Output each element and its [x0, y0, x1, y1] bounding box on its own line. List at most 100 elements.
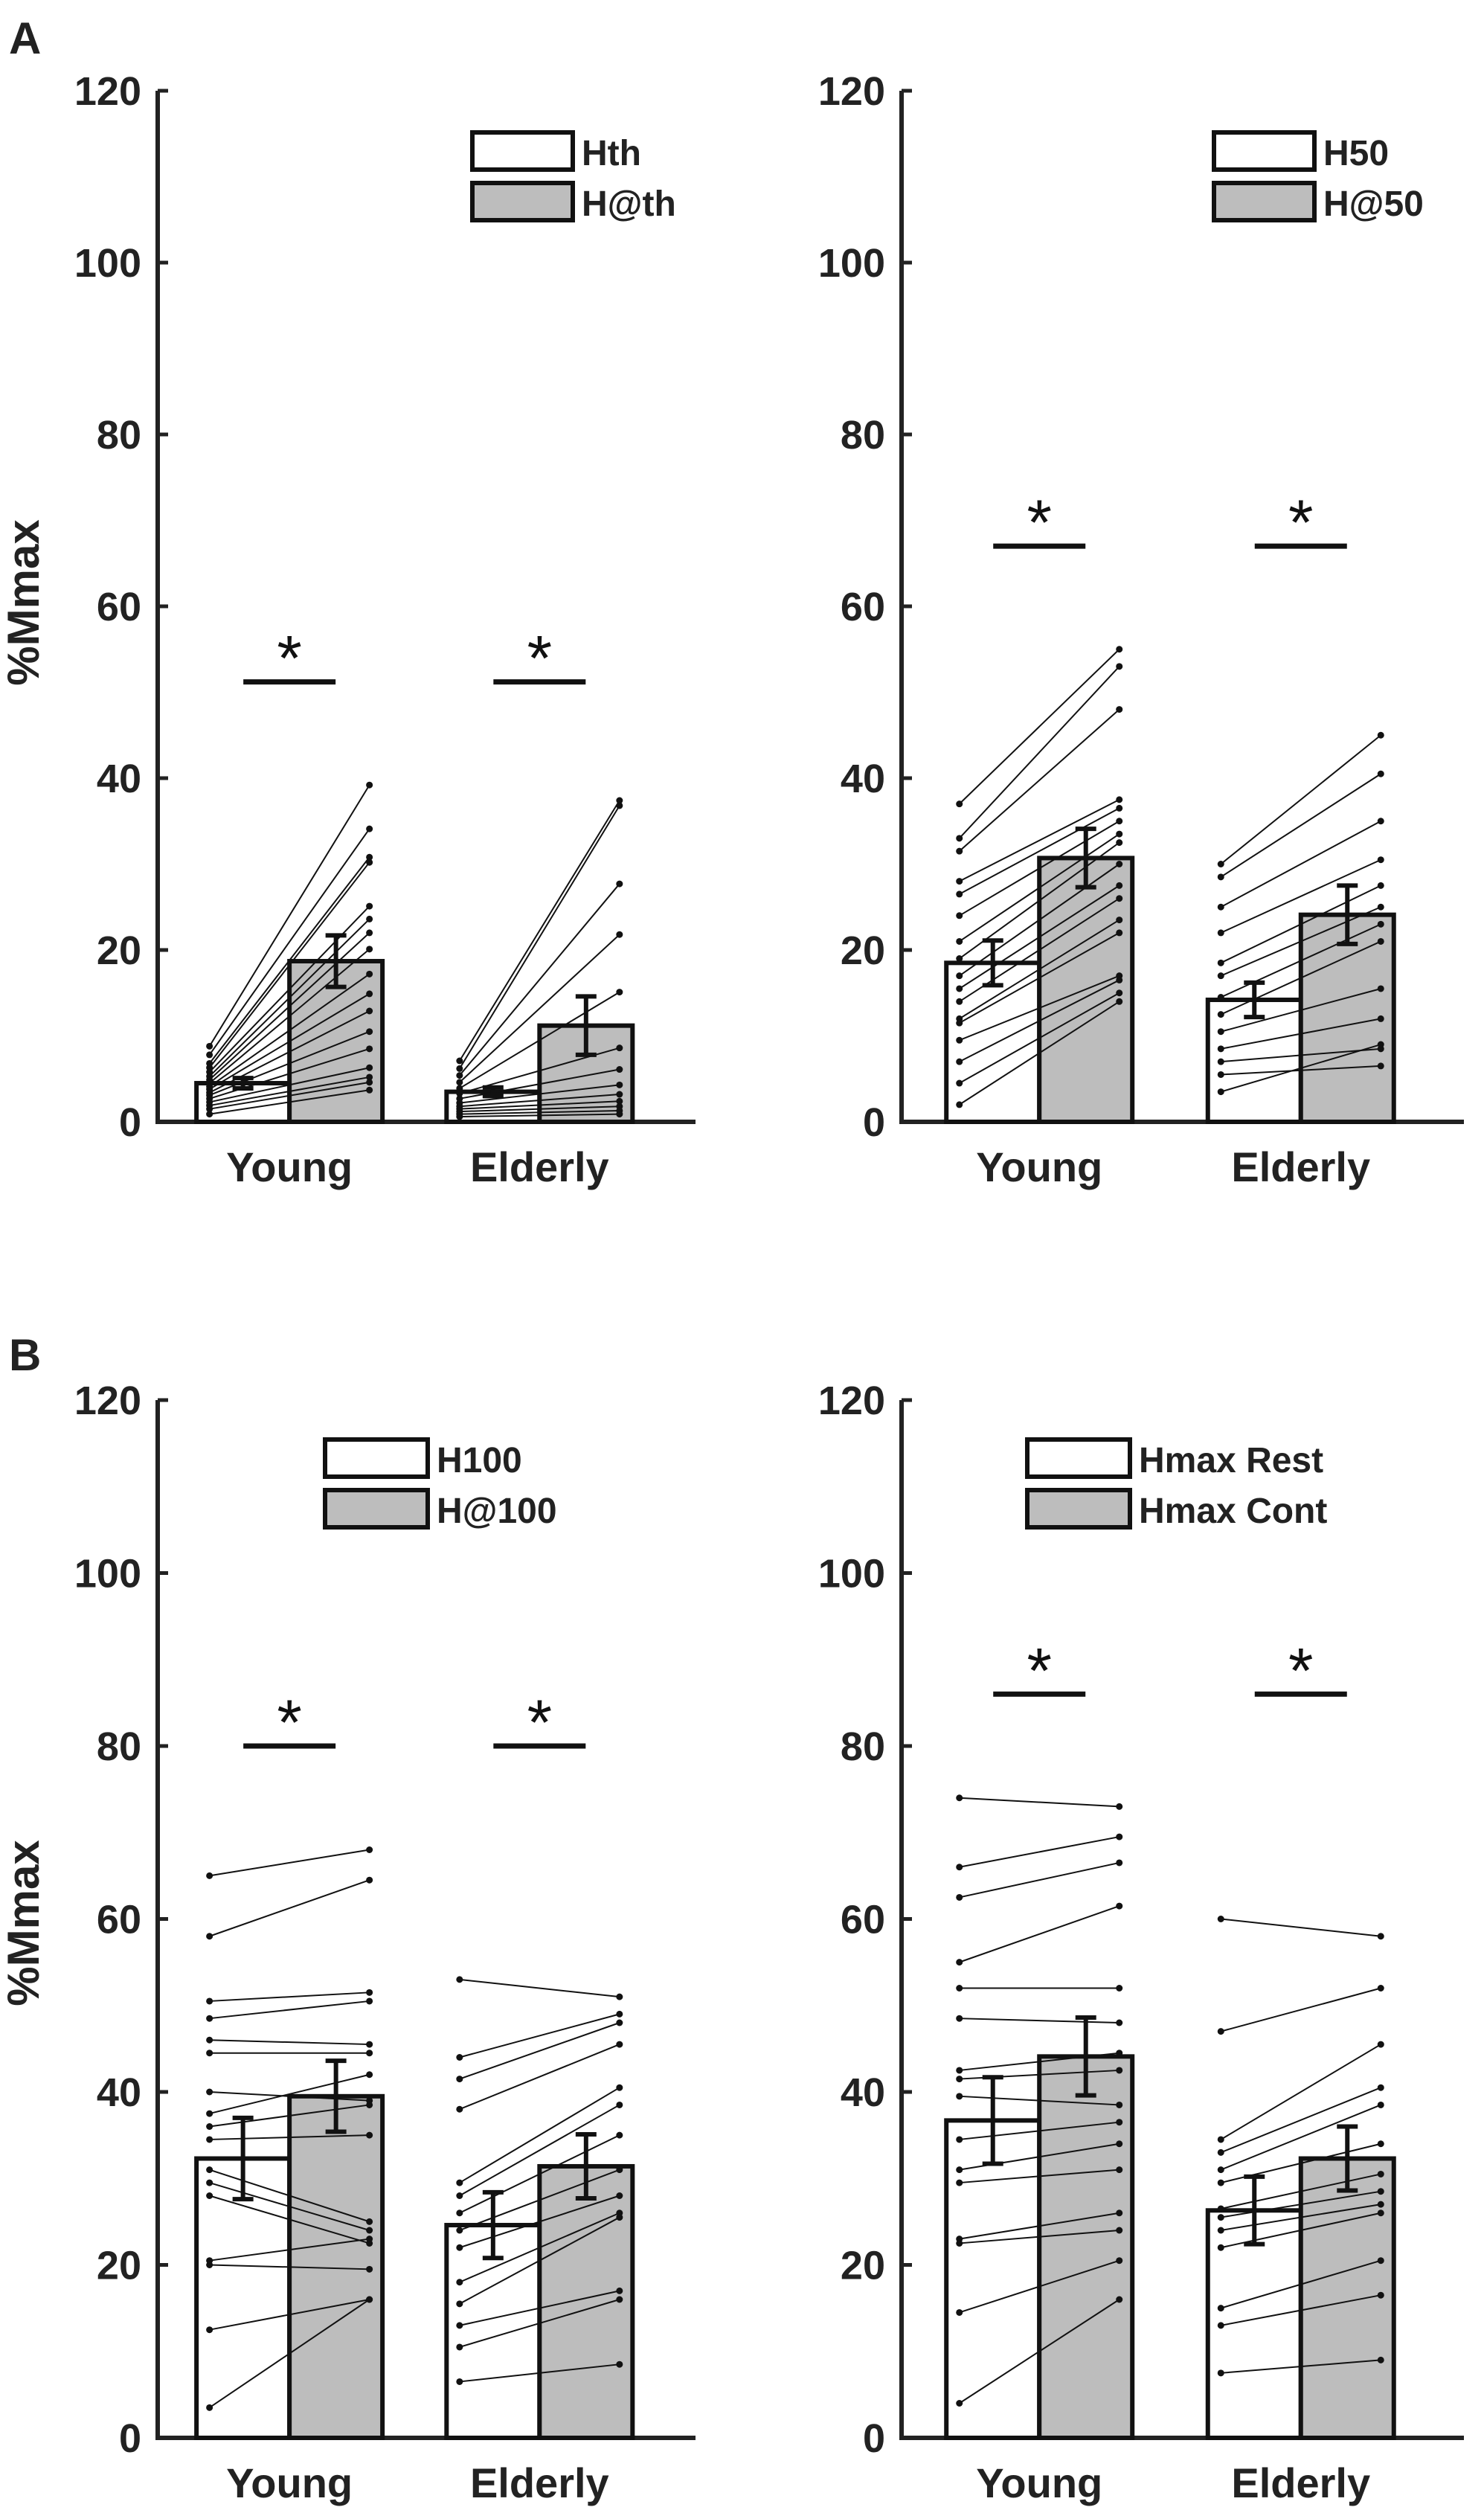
subject-point — [956, 998, 963, 1005]
subject-point — [616, 880, 623, 888]
subject-line — [1220, 1044, 1381, 1093]
subject-point — [1377, 856, 1384, 864]
subject-line — [959, 2052, 1120, 2071]
subject-point — [1377, 731, 1384, 739]
subject-point — [956, 937, 963, 945]
subject-line — [459, 2363, 620, 2383]
subject-line — [958, 666, 1120, 839]
subject-line — [959, 2095, 1120, 2106]
legend-swatch — [470, 181, 575, 222]
legend-swatch — [1025, 1437, 1132, 1479]
subject-line — [959, 1797, 1120, 1808]
legend-label: H@th — [582, 184, 676, 224]
subject-point — [206, 2262, 213, 2268]
subject-line — [459, 2169, 620, 2231]
subject-point — [1377, 2188, 1384, 2195]
subject-point — [1217, 2214, 1224, 2221]
subject-point — [616, 1111, 623, 1118]
subject-line — [959, 932, 1120, 1024]
subject-point — [366, 1086, 373, 1094]
subject-line — [209, 2073, 370, 2115]
subject-line — [959, 1905, 1120, 1963]
subject-point — [616, 2019, 623, 2026]
subject-line — [209, 2299, 370, 2331]
subject-point — [1217, 873, 1224, 881]
y-tick-label: 20 — [97, 2244, 141, 2288]
subject-point — [956, 1101, 963, 1108]
subject-line — [208, 949, 370, 1084]
subject-line — [1220, 923, 1381, 998]
subject-line — [959, 820, 1120, 917]
subject-point — [1116, 2257, 1123, 2265]
subject-point — [366, 1876, 373, 1884]
subject-line — [959, 2212, 1120, 2240]
subject-point — [1116, 2140, 1123, 2148]
y-tick-label: 100 — [818, 241, 885, 286]
subject-point — [206, 1051, 213, 1059]
subject-line — [459, 2087, 620, 2183]
subject-point — [1116, 2119, 1123, 2126]
subject-point — [1377, 2101, 1384, 2108]
x-tick-label: Young — [976, 2459, 1102, 2506]
subject-point — [1377, 1933, 1384, 1940]
subject-point — [1217, 972, 1224, 980]
subject-point — [456, 2378, 463, 2385]
y-tick-label: 100 — [74, 241, 141, 286]
subject-line — [959, 2018, 1120, 2023]
y-tick-label: 80 — [97, 413, 141, 458]
subject-point — [456, 1085, 463, 1092]
subject-point — [1217, 1045, 1224, 1053]
significance-asterisk: * — [1027, 1635, 1051, 1707]
subject-point — [1116, 989, 1123, 997]
subject-point — [366, 1028, 373, 1036]
subject-point — [1377, 1062, 1384, 1070]
subject-point — [456, 2322, 463, 2329]
subject-line — [959, 1861, 1120, 1899]
subject-line — [209, 1849, 370, 1877]
x-tick-label: Elderly — [470, 2459, 609, 2506]
subject-point — [1377, 2170, 1384, 2177]
subject-point — [456, 1072, 463, 1079]
subject-line — [459, 1105, 620, 1113]
y-tick-label: 80 — [841, 413, 885, 458]
subject-line — [959, 807, 1120, 895]
subject-point — [956, 1959, 963, 1966]
subject-point — [616, 931, 623, 938]
legend-label: Hmax Cont — [1139, 1492, 1327, 1531]
subject-line — [209, 1030, 370, 1097]
y-tick-label: 100 — [818, 1552, 885, 1596]
subject-point — [1377, 920, 1384, 928]
subject-point — [456, 1065, 463, 1072]
x-tick-label: Young — [226, 2459, 353, 2506]
subject-point — [1116, 1985, 1123, 1992]
subject-point — [956, 1794, 963, 1802]
subject-line — [1220, 820, 1381, 908]
subject-point — [366, 1064, 373, 1071]
subject-point — [1377, 937, 1384, 945]
subject-point — [366, 2131, 373, 2139]
significance-asterisk: * — [277, 1687, 301, 1759]
subject-point — [1217, 1071, 1224, 1078]
subject-point — [366, 970, 373, 978]
subject-point — [1217, 2369, 1224, 2377]
subject-point — [1116, 2209, 1123, 2217]
subject-point — [616, 1993, 623, 2000]
subject-line — [459, 2299, 620, 2348]
y-tick-label: 80 — [841, 1724, 885, 1769]
subject-line — [209, 973, 370, 1088]
subject-point — [206, 2123, 213, 2130]
subject-line — [959, 863, 1120, 977]
subject-point — [366, 2041, 373, 2048]
subject-point — [366, 2296, 373, 2303]
chart-2: 0 20 40 60 80 100 120 * Young * Elderly H50 H@50 — [818, 69, 1464, 1190]
bar-hmax-cont — [1037, 2054, 1135, 2440]
significance-asterisk: * — [1288, 1635, 1313, 1707]
subject-point — [206, 1105, 213, 1113]
subject-point — [1116, 706, 1123, 713]
subject-point — [1116, 1833, 1123, 1840]
subject-point — [616, 2360, 623, 2368]
chart-4: 0 20 40 60 80 100 120 * Young * Elderly Hmax Rest Hm… — [818, 1379, 1464, 2506]
subject-line — [459, 2216, 620, 2305]
subject-point — [366, 946, 373, 953]
